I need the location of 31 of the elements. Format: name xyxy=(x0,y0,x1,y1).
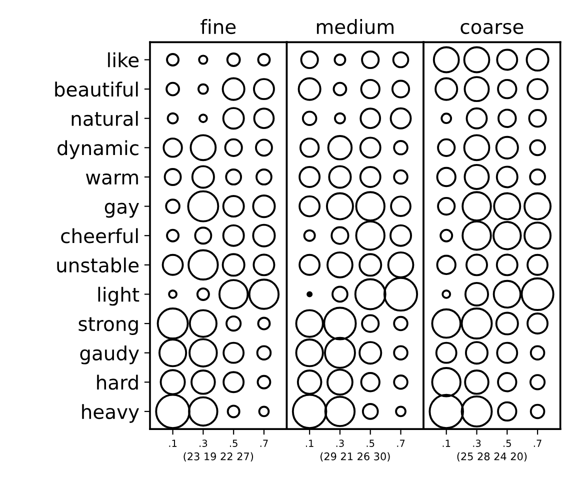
text: (25 28 24 20) xyxy=(457,452,527,462)
x-tick-label: .7 xyxy=(260,440,268,447)
y-tick-label: heavy xyxy=(82,404,139,423)
y-tick-label: gay xyxy=(104,202,139,218)
y-tick-label: unstable xyxy=(57,258,139,273)
x-tick-label: .1 xyxy=(169,440,177,447)
x-tick-label: .5 xyxy=(504,440,511,447)
y-tick-label: warm xyxy=(86,173,138,185)
x-tick-label: .3 xyxy=(473,440,481,447)
chart-title: coarse xyxy=(460,22,524,34)
x-tick-label: .1 xyxy=(306,440,314,447)
x-tick-label: .3 xyxy=(200,440,208,447)
x-tick-label: .7 xyxy=(397,440,405,447)
y-tick-label: strong xyxy=(78,317,138,335)
x-tick-label: .5 xyxy=(366,440,374,447)
x-tick-label: .3 xyxy=(336,440,344,447)
x-tick-label: .5 xyxy=(230,440,238,447)
chart-title: fine xyxy=(200,19,236,34)
y-tick-label: natural xyxy=(72,110,138,126)
y-tick-label: gaudy xyxy=(80,345,139,364)
y-tick-label: dynamic xyxy=(58,140,138,160)
y-tick-label: like xyxy=(108,52,139,68)
x-tick-label: .1 xyxy=(442,440,450,447)
text: (23 19 22 27) xyxy=(184,452,254,462)
chart-title: medium xyxy=(316,19,394,34)
y-tick-label: light xyxy=(98,286,140,306)
y-tick-label: cheerful xyxy=(61,228,138,244)
y-tick-label: beautiful xyxy=(55,82,138,97)
y-tick-label: hard xyxy=(97,374,138,390)
text: (29 21 26 30) xyxy=(320,452,390,462)
x-tick-label: .7 xyxy=(534,440,542,447)
